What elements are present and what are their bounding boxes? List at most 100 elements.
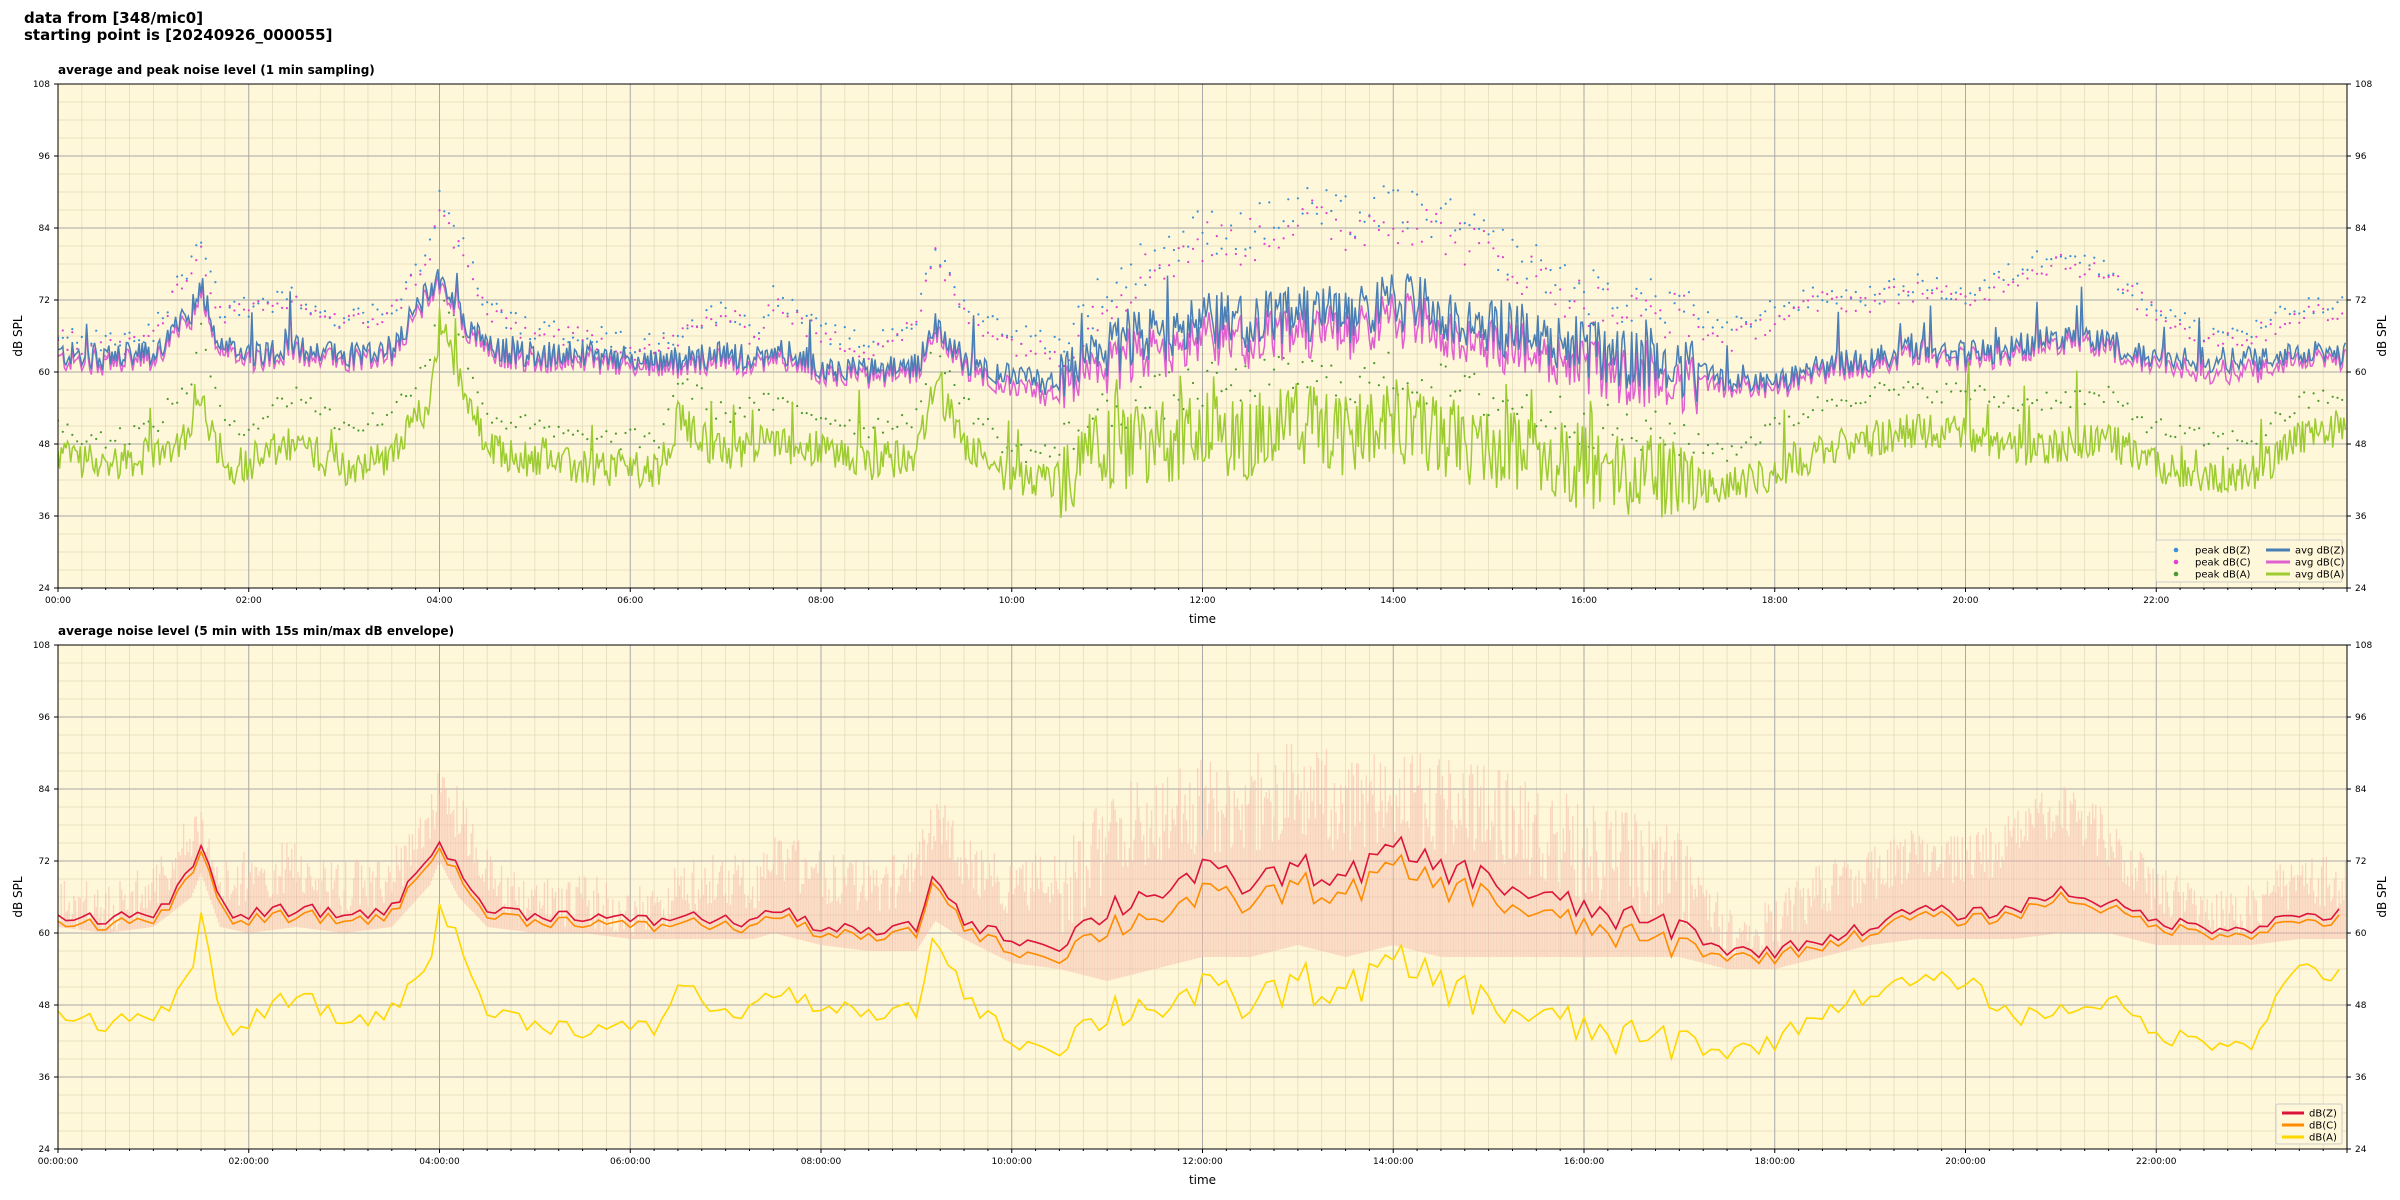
peak-z-point [2069, 255, 2072, 258]
peak-a-point [1158, 373, 1161, 376]
peak-a-point [1110, 424, 1113, 427]
peak-c-point [1349, 231, 1352, 234]
peak-z-point [1339, 199, 1342, 202]
peak-z-point [1635, 287, 1638, 290]
peak-z-point [1468, 224, 1471, 227]
peak-c-point [1864, 297, 1867, 300]
peak-c-point [571, 331, 575, 335]
peak-a-point [958, 402, 961, 405]
peak-z-point [2231, 327, 2234, 330]
peak-z-point [924, 272, 928, 275]
peak-c-point [757, 337, 761, 340]
peak-c-point [61, 329, 64, 332]
peak-c-point [1759, 318, 1762, 321]
peak-z-point [1144, 283, 1147, 287]
peak-a-point [1025, 460, 1028, 464]
peak-a-point [1296, 382, 1299, 385]
peak-c-point [1377, 228, 1380, 232]
peak-a-point [1492, 397, 1495, 400]
peak-a-point [166, 397, 169, 401]
peak-c-point [1621, 316, 1624, 319]
peak-c-point [2331, 317, 2334, 320]
peak-c-point [242, 308, 246, 311]
peak-a-point [1702, 451, 1705, 454]
peak-c-point [438, 209, 441, 212]
peak-z-point [1621, 320, 1624, 323]
peak-z-point [1821, 299, 1824, 302]
peak-z-point [400, 298, 403, 301]
peak-c-point [1659, 309, 1662, 312]
peak-a-point [1029, 449, 1032, 452]
y-tick-label-right: 24 [2355, 1145, 2367, 1155]
peak-a-point [99, 431, 102, 434]
peak-z-point [1220, 247, 1223, 250]
peak-z-point [843, 326, 846, 329]
peak-z-point [1549, 268, 1552, 272]
peak-c-point [1158, 264, 1161, 267]
peak-a-point [800, 411, 804, 415]
peak-z-point [486, 301, 489, 304]
peak-a-point [1811, 409, 1814, 412]
peak-c-point [1611, 314, 1614, 317]
y-axis-label-right-bottom: dB SPL [2375, 876, 2389, 918]
peak-z-point [185, 277, 188, 280]
peak-z-point [1454, 229, 1457, 232]
peak-a-point [2336, 396, 2339, 399]
peak-c-point [1220, 224, 1223, 227]
peak-c-point [886, 340, 889, 343]
peak-c-point [848, 347, 851, 350]
peak-a-point [810, 413, 813, 417]
peak-c-point [648, 343, 651, 346]
peak-a-point [1058, 453, 1061, 456]
peak-z-point [1239, 212, 1242, 215]
peak-a-point [1616, 427, 1619, 430]
peak-z-point [1892, 278, 1896, 281]
peak-z-point [2126, 283, 2129, 286]
peak-z-point [1458, 228, 1462, 231]
peak-a-point [1668, 422, 1671, 425]
peak-z-point [2226, 333, 2229, 336]
peak-a-point [2231, 430, 2234, 433]
peak-z-point [986, 316, 990, 319]
peak-a-point [982, 423, 985, 426]
peak-a-point [462, 335, 465, 339]
peak-a-point [1444, 365, 1447, 368]
peak-z-point [114, 343, 117, 346]
peak-a-point [1387, 351, 1390, 354]
peak-a-point [1115, 405, 1118, 408]
peak-z-point [290, 286, 293, 289]
peak-c-point [1020, 342, 1023, 345]
peak-c-point [1754, 337, 1757, 340]
peak-a-point [1234, 368, 1237, 371]
peak-a-point [1325, 376, 1328, 379]
peak-c-point [1048, 357, 1051, 360]
peak-z-point [1416, 193, 1419, 196]
peak-z-point [362, 311, 365, 314]
peak-z-point [1931, 289, 1934, 292]
peak-c-point [629, 346, 632, 349]
peak-c-point [414, 283, 417, 286]
peak-a-point [767, 392, 770, 395]
peak-c-point [1258, 225, 1261, 228]
peak-a-point [1902, 386, 1905, 389]
peak-c-point [1764, 333, 1767, 337]
peak-c-point [1206, 221, 1209, 224]
peak-a-point [2117, 400, 2120, 403]
peak-a-point [509, 421, 513, 424]
peak-a-point [1945, 382, 1948, 385]
peak-c-point [1253, 259, 1257, 262]
peak-a-point [1907, 380, 1910, 384]
x-tick-label: 18:00:00 [1755, 1157, 1796, 1167]
peak-z-point [1058, 338, 1061, 341]
peak-a-point [352, 426, 355, 429]
peak-z-point [1664, 321, 1667, 324]
peak-c-point [2288, 322, 2291, 325]
peak-a-point [629, 428, 632, 431]
peak-c-point [1568, 306, 1571, 309]
peak-z-point [1582, 291, 1586, 294]
peak-c-point [1520, 292, 1524, 296]
x-tick-label: 18:00 [1762, 596, 1788, 606]
peak-a-point [2121, 404, 2124, 407]
peak-z-point [1525, 277, 1528, 280]
peak-c-point [2002, 290, 2005, 293]
